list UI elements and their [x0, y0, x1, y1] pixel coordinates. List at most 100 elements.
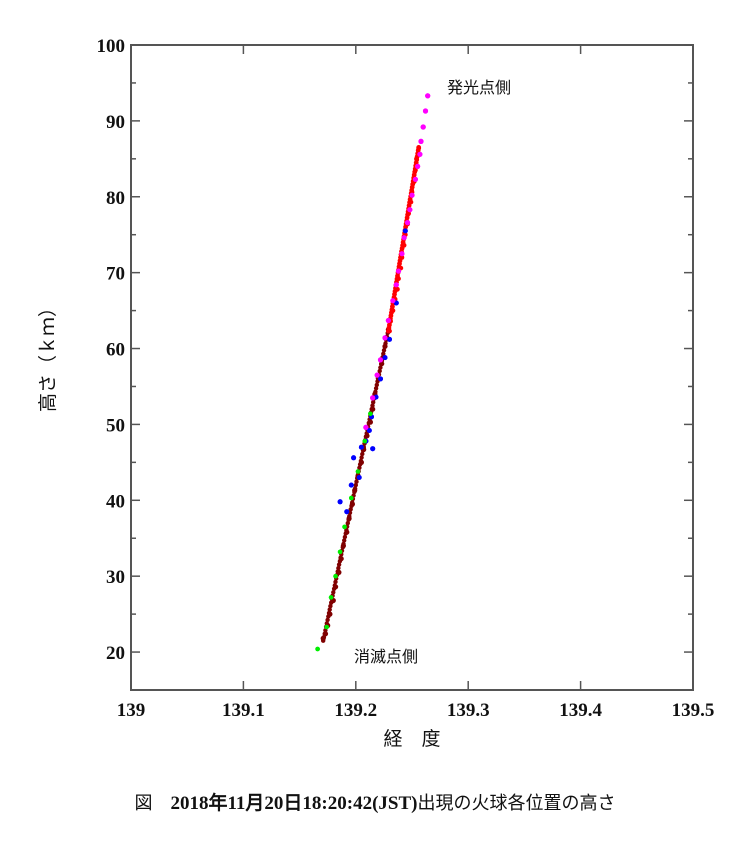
track-point: [352, 489, 357, 495]
data-point-magenta: [385, 317, 391, 324]
data-point-blue: [356, 475, 362, 480]
data-point-blue: [370, 446, 376, 452]
data-point-magenta: [390, 298, 396, 304]
plot-frame: [130, 44, 694, 691]
data-point-magenta: [420, 124, 426, 130]
x-axis-title: 経 度: [383, 728, 440, 750]
x-tick-label: 139.1: [222, 700, 265, 721]
track-point: [340, 545, 345, 550]
x-tick-label: 139.3: [447, 700, 490, 721]
track-point: [342, 538, 347, 543]
data-point-green: [362, 438, 368, 444]
y-tick-label: 60: [106, 340, 125, 361]
data-point-blue: [378, 376, 383, 382]
data-point-green: [324, 624, 329, 630]
figure-label: 図: [134, 793, 153, 814]
track-point: [381, 348, 387, 353]
data-point-magenta: [417, 151, 423, 157]
track-point: [352, 486, 358, 491]
track-point: [383, 341, 388, 346]
x-tick-label: 139: [117, 700, 146, 721]
data-point-magenta: [409, 192, 415, 198]
annotation-extinction-side: 消滅点側: [354, 647, 418, 666]
track-point: [350, 500, 355, 505]
track-point: [346, 517, 351, 522]
track-point: [325, 617, 330, 623]
track-point: [331, 586, 337, 591]
data-point-magenta: [377, 357, 384, 363]
data-point-magenta: [415, 163, 421, 169]
y-tick-label: 100: [97, 36, 126, 57]
data-point-blue: [337, 499, 343, 505]
track-point: [370, 403, 375, 408]
data-point-green: [368, 411, 373, 417]
track-point: [341, 541, 346, 547]
y-tick-label: 20: [106, 643, 125, 664]
data-points: [315, 93, 431, 652]
track-point: [326, 614, 331, 619]
track-point: [336, 562, 342, 567]
track-point: [378, 365, 383, 370]
data-point-magenta: [425, 93, 431, 99]
y-tick-label: 80: [106, 188, 125, 209]
track-point: [360, 451, 365, 457]
y-tick-label: 90: [106, 112, 125, 133]
data-point-blue: [387, 336, 392, 342]
track-point: [381, 351, 386, 356]
data-point-blue: [344, 509, 350, 515]
y-axis-title: 高さ（ｋｍ）: [37, 298, 59, 412]
data-point-magenta: [407, 207, 413, 213]
data-point-blue: [366, 428, 372, 433]
track-point: [374, 382, 379, 388]
y-tick-label: 40: [106, 491, 125, 512]
data-point-magenta: [412, 176, 418, 182]
track-point: [357, 462, 363, 467]
track-point: [373, 386, 379, 391]
track-point: [377, 368, 382, 374]
track-point: [342, 534, 348, 540]
track-point: [322, 631, 327, 636]
data-point-magenta: [404, 220, 411, 226]
data-point-blue: [358, 444, 364, 450]
track-point: [345, 520, 350, 526]
y-tick-label: 30: [106, 567, 125, 588]
track-point: [371, 400, 376, 405]
caption-datetime: 2018年11月20日18:20:42(JST): [170, 793, 418, 814]
track-point: [329, 600, 334, 605]
data-point-green: [333, 573, 338, 579]
data-point-green: [328, 595, 334, 600]
data-point-blue: [351, 455, 357, 461]
data-point-magenta: [401, 235, 407, 241]
data-point-green: [355, 469, 361, 474]
caption-text: 出現の火球各位置の高さ: [417, 793, 616, 814]
x-tick-label: 139.4: [559, 700, 602, 721]
annotation-emission-side: 発光点側: [447, 78, 511, 97]
y-tick-labels: 20 30 40 50 60 70 80 90 100: [97, 36, 126, 664]
figure-caption: 図 2018年11月20日18:20:42(JST)出現の火球各位置の高さ: [0, 788, 750, 815]
data-point-magenta: [418, 138, 424, 144]
track-point: [326, 610, 332, 616]
track-point: [369, 406, 374, 412]
track-point: [373, 389, 378, 394]
track-point: [333, 579, 338, 585]
track-point: [382, 344, 387, 349]
track-point: [359, 455, 364, 460]
track-point: [347, 514, 352, 519]
data-point-blue: [382, 355, 388, 361]
data-point-green: [349, 495, 354, 501]
data-point-green: [315, 646, 320, 652]
track-point: [331, 590, 336, 595]
track-point: [336, 565, 341, 571]
data-point-magenta: [382, 335, 388, 341]
data-point-blue: [402, 228, 408, 234]
data-point-magenta: [399, 251, 405, 257]
track-point: [337, 559, 343, 564]
track-point: [354, 479, 359, 484]
y-tick-label: 50: [106, 415, 125, 436]
track-point: [338, 555, 343, 560]
track-point: [357, 465, 362, 470]
track-point: [335, 569, 340, 574]
x-tick-labels: 139 139.1 139.2 139.3 139.4 139.5: [117, 700, 715, 721]
data-point-magenta: [370, 395, 376, 401]
track-point: [353, 482, 358, 488]
